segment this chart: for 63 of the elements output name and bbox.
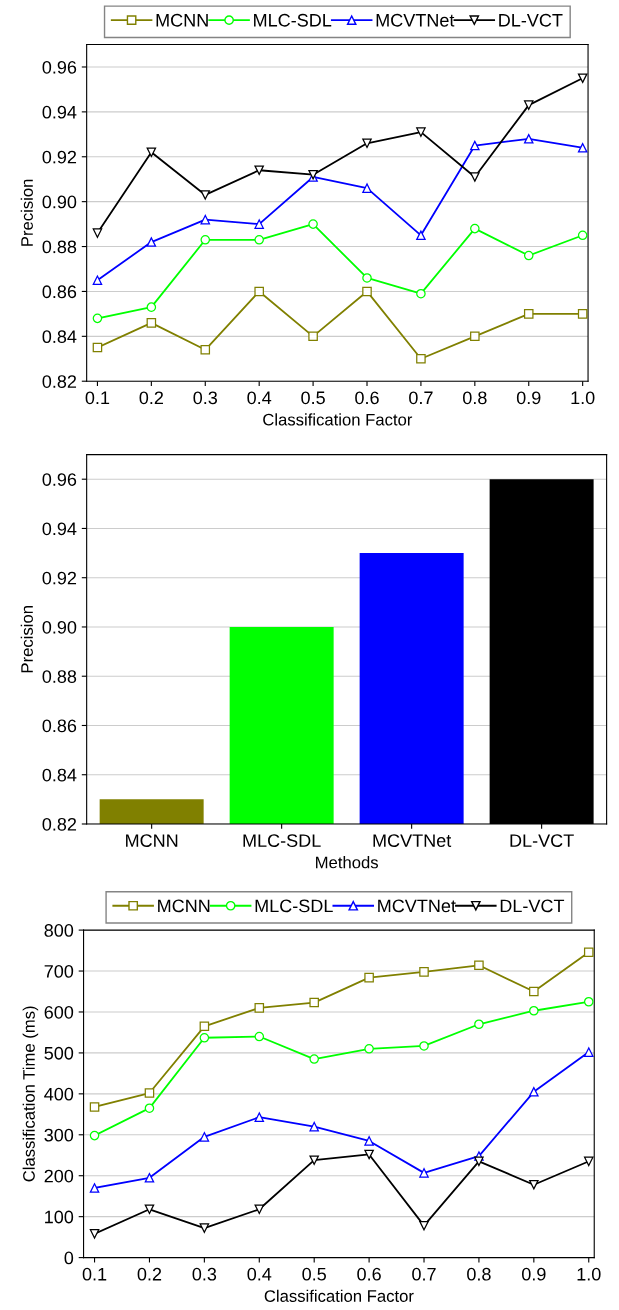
- x-tick-label: 0.2: [139, 391, 163, 405]
- y-tick-label: 0.94: [42, 105, 77, 119]
- y-tick-label: 300: [44, 1128, 74, 1142]
- y-tick-label: 0.84: [42, 330, 77, 344]
- y-tick-label: 400: [44, 1087, 74, 1101]
- y-tick-label: 0.82: [42, 817, 77, 831]
- legend-label: MCNN: [158, 899, 210, 913]
- legend-label: MCVTNet: [376, 13, 455, 27]
- y-tick-label: 800: [44, 924, 74, 937]
- x-tick-label: 0.8: [462, 391, 487, 405]
- x-tick-label: 0.7: [412, 1267, 436, 1281]
- x-tick-label: 0.4: [247, 1267, 272, 1281]
- y-tick-label: 0.86: [42, 285, 77, 299]
- y-tick-label: 700: [44, 964, 74, 978]
- y-tick-label: 0.84: [42, 768, 77, 782]
- legend-label: DL-VCT: [500, 899, 565, 913]
- y-tick-label: 0.88: [42, 670, 77, 683]
- y-tick-label: 0.92: [42, 150, 77, 164]
- x-tick-label: 0.6: [355, 391, 379, 405]
- x-tick-label: MLC-SDL: [243, 834, 321, 847]
- x-tick-label: MCNN: [126, 834, 178, 847]
- y-tick-label: 500: [44, 1046, 74, 1060]
- y-tick-label: 0.86: [42, 719, 77, 733]
- x-tick-label: 0.4: [247, 391, 272, 405]
- y-tick-label: 0.96: [42, 60, 77, 74]
- y-tick-label: 0.82: [42, 375, 77, 388]
- x-tick-label: MCVTNet: [373, 834, 452, 847]
- y-axis-title: Classification Time (ms): [22, 1006, 39, 1182]
- legend-label: MCNN: [156, 13, 208, 27]
- y-tick-label: 0.88: [42, 240, 77, 254]
- x-axis-title: Methods: [316, 856, 378, 869]
- y-tick-label: 0.92: [42, 571, 77, 585]
- x-tick-label: 1.0: [577, 1267, 601, 1281]
- x-tick-label: 0.6: [357, 1267, 381, 1281]
- y-tick-label: 0.94: [42, 522, 77, 536]
- x-tick-label: 0.2: [137, 1267, 162, 1281]
- x-tick-label: 0.3: [192, 1267, 217, 1281]
- y-tick-label: 200: [44, 1169, 74, 1183]
- y-tick-label: 600: [44, 1005, 74, 1019]
- x-axis-title: Classification Factor: [264, 1289, 414, 1302]
- y-tick-label: 0: [64, 1251, 74, 1265]
- legend-label: MCVTNet: [378, 899, 456, 913]
- legend-label: DL-VCT: [499, 13, 563, 27]
- x-tick-label: 0.9: [521, 1267, 546, 1281]
- x-tick-label: 0.1: [85, 391, 110, 405]
- x-tick-label: 0.5: [302, 1267, 326, 1281]
- x-tick-label: 0.1: [82, 1267, 107, 1281]
- y-tick-label: 0.90: [42, 195, 77, 209]
- y-tick-label: 0.90: [42, 620, 77, 634]
- y-axis-title: Precision: [20, 606, 33, 673]
- legend-label: MLC-SDL: [255, 899, 333, 913]
- y-tick-label: 0.96: [42, 473, 77, 486]
- x-tick-label: 1.0: [571, 391, 595, 405]
- x-tick-label: DL-VCT: [510, 834, 574, 847]
- x-tick-label: 0.9: [516, 391, 541, 405]
- y-tick-label: 100: [45, 1210, 74, 1224]
- legend-label: MLC-SDL: [254, 13, 332, 27]
- x-tick-label: 0.7: [409, 391, 433, 405]
- y-axis-title: Precision: [20, 179, 33, 246]
- x-tick-label: 0.8: [467, 1267, 491, 1281]
- x-axis-title: Classification Factor: [263, 413, 413, 426]
- x-tick-label: 0.3: [193, 391, 218, 405]
- x-tick-label: 0.5: [301, 391, 325, 405]
